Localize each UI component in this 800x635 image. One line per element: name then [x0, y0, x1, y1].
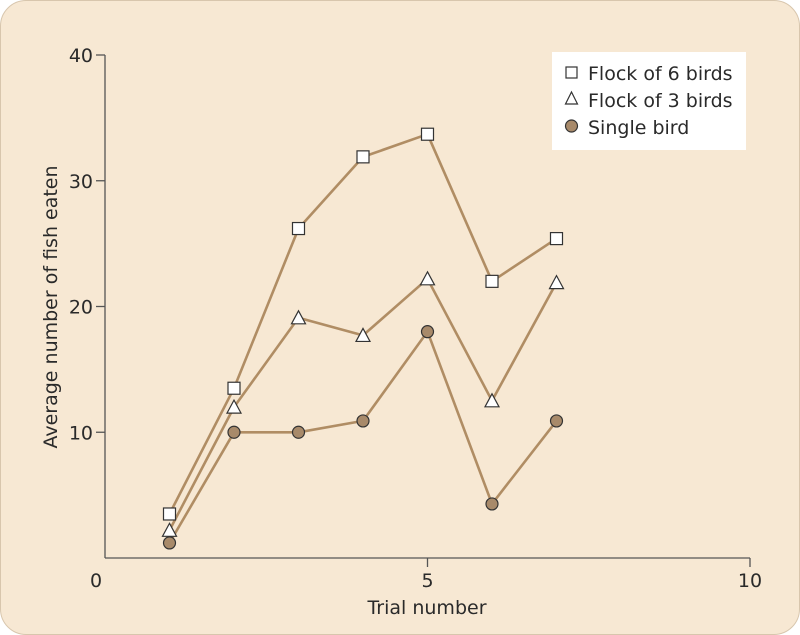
data-point-0-1 — [227, 381, 241, 395]
series-markers — [161, 127, 565, 550]
y-tick-label: 30 — [69, 171, 93, 193]
data-point-1-3 — [354, 327, 372, 343]
y-tick-label: 10 — [69, 422, 93, 444]
data-point-1-1 — [225, 398, 243, 414]
y-axis-title: Average number of fish eaten — [40, 165, 62, 448]
legend-item-single: Single bird — [564, 117, 689, 139]
series-line-0 — [168, 132, 558, 515]
data-point-1-4 — [419, 270, 436, 286]
series-group — [161, 127, 565, 550]
legend-box — [552, 52, 746, 150]
legend-item-flock-6: Flock of 6 birds — [565, 63, 733, 85]
legend-triangle-marker — [564, 90, 579, 105]
data-point-2-5 — [485, 497, 499, 511]
legend-square-marker — [565, 66, 578, 79]
data-point-0-4 — [420, 127, 435, 141]
legend: Flock of 6 birds Flock of 3 birds Single… — [552, 52, 746, 150]
legend-label-single: Single bird — [588, 117, 689, 139]
axis-ticks: 10 20 30 40 0 5 10 — [69, 45, 762, 592]
data-point-0-0 — [162, 507, 177, 521]
legend-label-flock-6: Flock of 6 birds — [588, 63, 733, 85]
data-point-2-2 — [291, 425, 306, 439]
legend-circle-marker — [564, 119, 579, 133]
data-point-0-6 — [549, 231, 564, 246]
legend-label-flock-3: Flock of 3 birds — [588, 90, 733, 112]
data-point-1-2 — [290, 309, 307, 325]
y-tick-label: 20 — [69, 297, 93, 319]
legend-item-flock-3: Flock of 3 birds — [564, 90, 733, 112]
data-point-2-3 — [356, 414, 370, 428]
data-point-1-0 — [161, 522, 178, 537]
data-point-0-2 — [291, 221, 306, 236]
x-tick-label: 0 — [90, 570, 102, 592]
data-point-2-1 — [227, 425, 241, 439]
data-point-2-4 — [420, 325, 435, 339]
data-point-2-6 — [549, 414, 564, 428]
data-point-1-5 — [483, 392, 501, 408]
data-point-2-0 — [162, 536, 177, 550]
data-point-0-3 — [356, 150, 370, 164]
x-tick-label: 10 — [738, 570, 762, 592]
data-point-0-5 — [485, 274, 499, 288]
x-tick-label: 5 — [421, 570, 433, 592]
y-tick-label: 40 — [69, 45, 93, 67]
x-axis-title: Trial number — [366, 597, 486, 619]
series-line-2 — [168, 330, 558, 544]
data-point-1-6 — [548, 274, 565, 290]
